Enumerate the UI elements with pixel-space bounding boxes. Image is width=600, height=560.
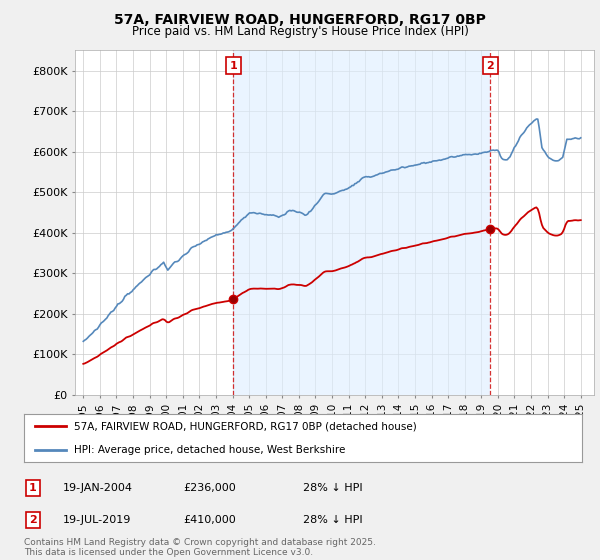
Text: £410,000: £410,000 <box>183 515 236 525</box>
Text: Contains HM Land Registry data © Crown copyright and database right 2025.
This d: Contains HM Land Registry data © Crown c… <box>24 538 376 557</box>
Text: HPI: Average price, detached house, West Berkshire: HPI: Average price, detached house, West… <box>74 445 346 455</box>
Text: £236,000: £236,000 <box>183 483 236 493</box>
Text: 19-JAN-2004: 19-JAN-2004 <box>63 483 133 493</box>
Text: Price paid vs. HM Land Registry's House Price Index (HPI): Price paid vs. HM Land Registry's House … <box>131 25 469 38</box>
Text: 28% ↓ HPI: 28% ↓ HPI <box>303 515 362 525</box>
Text: 1: 1 <box>229 60 237 71</box>
Text: 2: 2 <box>487 60 494 71</box>
Text: 2: 2 <box>29 515 37 525</box>
Bar <box>233 50 490 395</box>
Text: 57A, FAIRVIEW ROAD, HUNGERFORD, RG17 0BP (detached house): 57A, FAIRVIEW ROAD, HUNGERFORD, RG17 0BP… <box>74 421 417 431</box>
Text: 1: 1 <box>29 483 37 493</box>
Text: 19-JUL-2019: 19-JUL-2019 <box>63 515 131 525</box>
Text: 57A, FAIRVIEW ROAD, HUNGERFORD, RG17 0BP: 57A, FAIRVIEW ROAD, HUNGERFORD, RG17 0BP <box>114 13 486 27</box>
Text: 28% ↓ HPI: 28% ↓ HPI <box>303 483 362 493</box>
